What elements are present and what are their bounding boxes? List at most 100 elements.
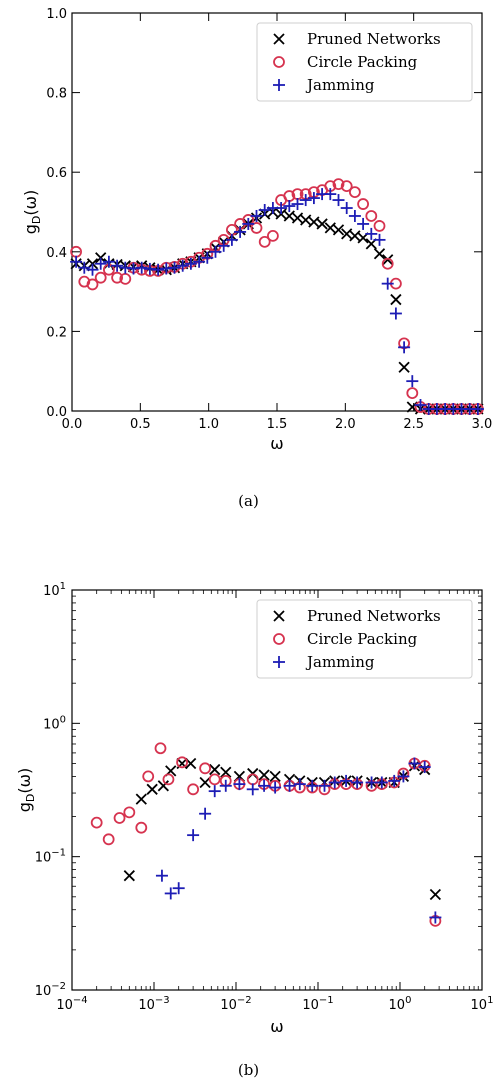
data-point: [332, 224, 345, 236]
data-point: [123, 806, 136, 819]
y-tick-label: 100: [43, 714, 66, 732]
data-point: [233, 778, 246, 791]
data-point: [168, 261, 181, 274]
data-point: [90, 816, 103, 829]
x-tick-label: 0.5: [130, 417, 151, 432]
legend-marker: [273, 56, 285, 68]
x-tick-label: 10−4: [56, 995, 87, 1013]
legend-box: [256, 22, 473, 102]
data-point: [172, 882, 185, 895]
data-point: [307, 192, 320, 205]
data-point: [291, 212, 304, 224]
data-point: [340, 774, 353, 787]
data-point: [316, 218, 328, 230]
data-point: [162, 773, 175, 786]
data-point: [306, 779, 319, 792]
x-tick-label: 10−3: [138, 995, 169, 1013]
x-tick-label: 1.5: [267, 417, 288, 432]
data-point: [382, 254, 394, 266]
x-tick-label: 100: [389, 995, 412, 1013]
series-circle-packing: [70, 178, 484, 415]
data-point: [157, 780, 169, 792]
data-point: [365, 227, 378, 240]
series-circle-packing: [90, 742, 442, 927]
data-point: [208, 785, 221, 798]
data-point: [199, 776, 211, 789]
data-point: [357, 198, 370, 210]
data-point: [283, 200, 296, 213]
y-axis-label: gD(ω): [15, 768, 37, 813]
data-point: [208, 773, 221, 786]
legend-label: Pruned Networks: [307, 607, 441, 625]
legend-label: Jamming: [305, 76, 375, 94]
data-point: [373, 220, 386, 232]
data-point: [388, 774, 401, 787]
data-point: [184, 257, 197, 270]
y-tick-label: 10−2: [35, 981, 66, 999]
data-point: [318, 779, 331, 792]
data-point: [349, 230, 361, 242]
x-tick-label: 101: [471, 995, 494, 1013]
data-point: [193, 255, 206, 268]
data-point: [308, 216, 320, 228]
data-point: [201, 251, 214, 264]
data-point: [283, 210, 295, 222]
data-point: [70, 255, 83, 268]
data-point: [258, 204, 271, 217]
data-point: [408, 757, 421, 770]
data-point: [341, 228, 353, 240]
y-tick-label: 101: [43, 581, 66, 599]
data-point: [269, 781, 282, 794]
data-point: [154, 742, 167, 755]
legend-marker: [273, 33, 285, 45]
data-point: [406, 375, 419, 388]
x-tick-label: 10−1: [302, 995, 333, 1013]
series-pruned-networks: [123, 757, 442, 901]
chart-b-loglog: 10−4 10−3 10−2 10−1 100 101 10−2 10−1 100 101 ω gD(…: [15, 581, 494, 1036]
legend-marker: [273, 79, 285, 91]
data-point: [275, 202, 288, 215]
data-point: [418, 761, 431, 774]
data-point: [373, 233, 386, 246]
data-point: [283, 779, 296, 792]
data-point: [234, 225, 247, 238]
legend-box: [256, 599, 473, 679]
data-point: [176, 756, 188, 769]
data-point: [429, 888, 442, 901]
data-point: [187, 783, 200, 796]
data-point: [324, 188, 337, 201]
data-point: [225, 233, 238, 246]
x-axis-label: ω: [270, 1017, 283, 1036]
legend-label: Jamming: [305, 653, 375, 671]
legend-label: Pruned Networks: [307, 30, 441, 48]
x-tick-label: 0.0: [62, 417, 83, 432]
data-point: [332, 178, 345, 191]
x-tick-label: 3.0: [472, 417, 493, 432]
data-point: [389, 307, 402, 320]
data-point: [176, 259, 189, 272]
data-point: [258, 769, 270, 781]
legend-marker: [273, 633, 285, 645]
legend-marker: [273, 656, 285, 668]
data-point: [94, 257, 107, 270]
data-point: [209, 245, 222, 258]
data-point: [242, 217, 255, 230]
data-point: [86, 278, 99, 291]
data-point: [348, 186, 361, 199]
data-point: [86, 263, 99, 276]
caption-b: (b): [237, 1061, 260, 1079]
data-point: [123, 870, 135, 882]
legend-label: Circle Packing: [307, 53, 418, 71]
x-axis-label: ω: [270, 434, 283, 453]
data-point: [164, 887, 177, 900]
y-tick-label: 10−1: [35, 848, 66, 866]
data-point: [102, 255, 115, 268]
data-point: [269, 770, 281, 783]
data-point: [219, 779, 232, 792]
data-point: [332, 194, 345, 207]
data-point: [375, 776, 388, 789]
plot-frame: [71, 589, 483, 991]
data-point: [142, 770, 155, 783]
data-point: [111, 271, 123, 284]
data-point: [146, 783, 158, 795]
